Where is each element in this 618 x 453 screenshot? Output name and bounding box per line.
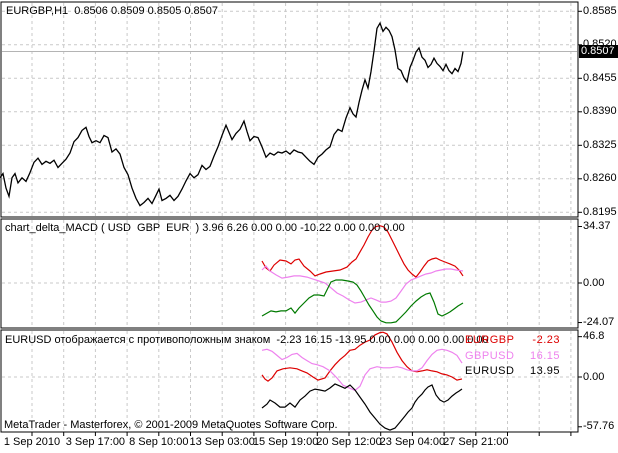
current-price-tag: 0.8507 bbox=[579, 45, 618, 58]
legend-symbol-value: 16.15 bbox=[529, 349, 560, 362]
delta-series-eurgbp bbox=[261, 331, 463, 382]
y-axis-label: 0.8325 bbox=[583, 138, 617, 151]
y-axis-label: 46.8 bbox=[583, 330, 605, 343]
legend-symbol-value: 13.95 bbox=[529, 365, 560, 377]
legend-row: EURGBP -2.23 bbox=[465, 333, 560, 349]
legend-symbol-label: GBPUSD bbox=[465, 349, 515, 362]
y-axis-label: 0.8585 bbox=[583, 4, 617, 17]
legend-row: GBPUSD 16.15 bbox=[465, 349, 560, 365]
time-axis-label: 20 Sep 12:00 bbox=[316, 436, 382, 448]
delta-legend: EURGBP -2.23 GBPUSD 16.15 EURUSD 13.95 bbox=[465, 333, 560, 380]
y-axis-label: 0.8520 bbox=[583, 38, 617, 51]
y-axis-label: 0.8260 bbox=[583, 172, 617, 185]
price-series-eurgbp-h1-price bbox=[0, 21, 464, 207]
delta-panel-header: EURUSD отображается с противоположным зн… bbox=[5, 334, 489, 346]
macd-panel-header: chart_delta_MACD ( USD GBP EUR ) 3.96 6.… bbox=[5, 222, 405, 234]
footer-branding: MetaTrader - Masterforex, © 2001-2009 Me… bbox=[4, 419, 338, 431]
macd-series-violet-line bbox=[261, 265, 464, 304]
y-axis-label: 0.8455 bbox=[583, 71, 617, 84]
legend-row: EURUSD 13.95 bbox=[465, 364, 560, 380]
y-axis-label: -57.76 bbox=[583, 420, 615, 433]
y-axis-label: 0.00 bbox=[583, 370, 605, 383]
time-axis-label: 1 Sep 2010 bbox=[3, 436, 61, 448]
macd-panel-border bbox=[0, 218, 579, 329]
price-panel-header: EURGBP,H1 0.8506 0.8509 0.8505 0.8507 bbox=[6, 5, 219, 17]
time-axis-label: 3 Sep 17:00 bbox=[65, 436, 126, 448]
price-panel-border bbox=[0, 1, 579, 218]
y-axis-label: 34.37 bbox=[583, 220, 611, 233]
time-axis-label: 13 Sep 03:00 bbox=[189, 436, 255, 448]
macd-series-red-line bbox=[261, 225, 464, 278]
legend-symbol-label: EURUSD bbox=[465, 365, 515, 377]
delta-panel-border bbox=[0, 329, 579, 433]
time-axis-label: 8 Sep 10:00 bbox=[129, 436, 189, 448]
time-axis-label: 23 Sep 04:00 bbox=[379, 436, 446, 448]
legend-symbol-label: EURGBP bbox=[465, 334, 515, 346]
y-axis-label: -24.07 bbox=[583, 316, 615, 329]
y-axis-label: 0.8195 bbox=[583, 205, 617, 218]
legend-symbol-value: -2.23 bbox=[532, 334, 560, 346]
macd-series-green-line bbox=[261, 279, 464, 324]
y-axis-label: 0.8390 bbox=[583, 105, 617, 118]
delta-series-gbpusd bbox=[261, 348, 463, 392]
time-axis-label: 15 Sep 19:00 bbox=[252, 436, 319, 448]
time-axis-label: 27 Sep 21:00 bbox=[443, 436, 509, 448]
delta-series-eurusd bbox=[261, 383, 463, 431]
y-axis-label: 0.00 bbox=[583, 276, 605, 289]
